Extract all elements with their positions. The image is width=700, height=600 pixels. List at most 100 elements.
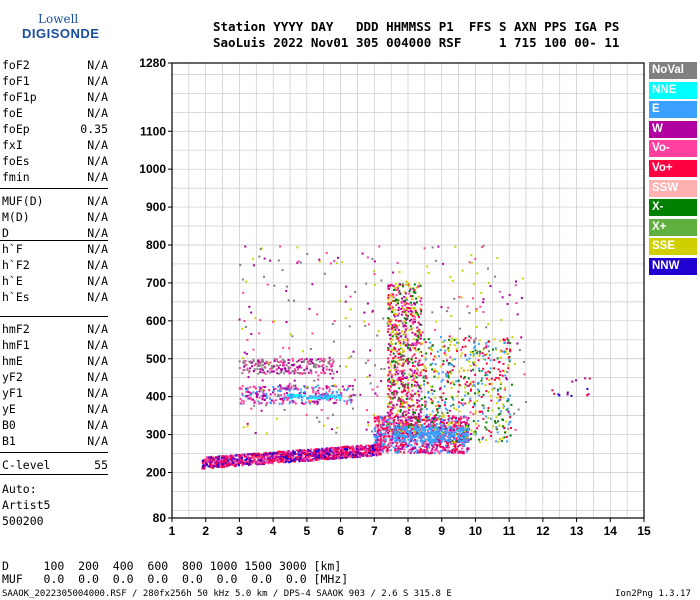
data-point — [376, 444, 379, 447]
data-point — [431, 421, 434, 424]
data-point — [277, 366, 280, 369]
data-point — [245, 388, 248, 391]
data-point — [452, 415, 455, 418]
data-point — [454, 419, 457, 422]
data-point — [411, 372, 414, 375]
data-point — [329, 262, 332, 265]
data-point — [482, 393, 485, 396]
data-point — [301, 372, 304, 375]
data-point — [392, 434, 395, 437]
x-tick-label-10: 10 — [469, 524, 483, 538]
data-point — [513, 363, 516, 366]
data-point — [418, 385, 421, 388]
data-point — [391, 338, 394, 341]
data-point — [244, 455, 247, 458]
data-point — [508, 358, 511, 361]
data-point — [325, 251, 328, 254]
data-point — [407, 426, 410, 429]
data-point — [204, 461, 207, 464]
data-point — [473, 385, 476, 388]
data-point — [221, 463, 224, 466]
data-point — [409, 393, 412, 396]
data-point — [318, 448, 321, 451]
data-point — [436, 423, 439, 426]
data-point — [415, 424, 418, 427]
data-point — [336, 426, 339, 429]
data-point — [479, 350, 482, 353]
data-point — [433, 414, 436, 417]
data-point — [363, 320, 366, 323]
data-point — [462, 426, 465, 429]
data-point — [324, 450, 327, 453]
data-point — [439, 443, 442, 446]
data-point — [448, 429, 451, 432]
data-point — [397, 333, 400, 336]
data-point — [396, 288, 399, 291]
data-point — [505, 378, 508, 381]
data-point — [440, 436, 443, 439]
data-point — [368, 448, 371, 451]
data-point — [502, 405, 505, 408]
param-label-fof2: foF2 — [2, 58, 30, 72]
data-point — [475, 325, 478, 328]
data-point — [267, 462, 270, 465]
data-point — [465, 384, 468, 387]
data-point — [216, 465, 219, 468]
data-point — [413, 365, 416, 368]
data-point — [466, 447, 469, 450]
data-point — [317, 384, 320, 387]
data-point — [480, 377, 483, 380]
data-point — [304, 459, 307, 462]
data-point — [358, 448, 361, 451]
data-point — [345, 389, 348, 392]
data-point — [499, 382, 502, 385]
data-point — [238, 462, 241, 465]
param-value-foes: N/A — [87, 154, 108, 168]
data-point — [402, 374, 405, 377]
data-point — [400, 382, 403, 385]
data-point — [400, 425, 403, 428]
data-point — [224, 457, 227, 460]
data-point — [387, 361, 390, 364]
data-point — [376, 452, 379, 455]
data-point — [413, 426, 416, 429]
data-point — [388, 441, 391, 444]
data-point — [405, 410, 408, 413]
data-point — [462, 437, 465, 440]
data-point — [263, 462, 266, 465]
data-point — [399, 380, 402, 383]
data-point — [244, 462, 247, 465]
data-point — [409, 417, 412, 420]
data-point — [496, 396, 499, 399]
data-point — [380, 443, 383, 446]
data-point — [460, 432, 463, 435]
data-point — [481, 369, 484, 372]
data-point — [438, 440, 441, 443]
data-point — [417, 374, 420, 377]
param-value-he: N/A — [87, 274, 108, 288]
data-point — [242, 291, 245, 294]
data-point — [309, 395, 312, 398]
data-point — [388, 287, 391, 290]
data-point — [390, 319, 393, 322]
data-point — [399, 410, 402, 413]
data-point — [446, 409, 449, 412]
data-point — [407, 362, 410, 365]
data-point — [447, 376, 450, 379]
data-point — [437, 450, 440, 453]
data-point — [207, 465, 210, 468]
digisonde-logo-text: DIGISONDE — [22, 26, 100, 41]
data-point — [469, 432, 472, 435]
data-point — [435, 405, 438, 408]
data-point — [453, 424, 456, 427]
data-point — [250, 407, 253, 410]
data-point — [394, 366, 397, 369]
data-point — [384, 419, 387, 422]
param-label-b1: B1 — [2, 434, 16, 448]
data-point — [316, 402, 319, 405]
data-point — [414, 421, 417, 424]
data-point — [418, 393, 421, 396]
data-point — [405, 430, 408, 433]
data-point — [383, 417, 386, 420]
data-point — [414, 446, 417, 449]
